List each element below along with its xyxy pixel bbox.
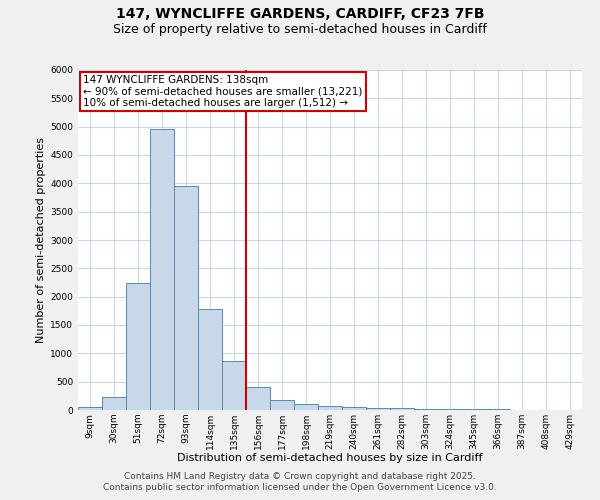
- Bar: [270, 400, 294, 410]
- Bar: [126, 282, 150, 410]
- Y-axis label: Number of semi-detached properties: Number of semi-detached properties: [36, 137, 46, 343]
- Bar: [294, 404, 318, 410]
- Bar: [102, 397, 126, 410]
- Bar: [246, 388, 270, 410]
- Bar: [366, 408, 390, 410]
- Bar: [198, 309, 222, 410]
- Bar: [318, 406, 342, 410]
- Bar: [222, 362, 246, 410]
- X-axis label: Distribution of semi-detached houses by size in Cardiff: Distribution of semi-detached houses by …: [177, 454, 483, 464]
- Text: Size of property relative to semi-detached houses in Cardiff: Size of property relative to semi-detach…: [113, 22, 487, 36]
- Bar: [174, 186, 198, 410]
- Bar: [78, 407, 102, 410]
- Bar: [390, 408, 414, 410]
- Text: 147 WYNCLIFFE GARDENS: 138sqm
← 90% of semi-detached houses are smaller (13,221): 147 WYNCLIFFE GARDENS: 138sqm ← 90% of s…: [83, 75, 362, 108]
- Bar: [342, 407, 366, 410]
- Bar: [150, 130, 174, 410]
- Text: 147, WYNCLIFFE GARDENS, CARDIFF, CF23 7FB: 147, WYNCLIFFE GARDENS, CARDIFF, CF23 7F…: [116, 8, 484, 22]
- Text: Contains HM Land Registry data © Crown copyright and database right 2025.
Contai: Contains HM Land Registry data © Crown c…: [103, 472, 497, 492]
